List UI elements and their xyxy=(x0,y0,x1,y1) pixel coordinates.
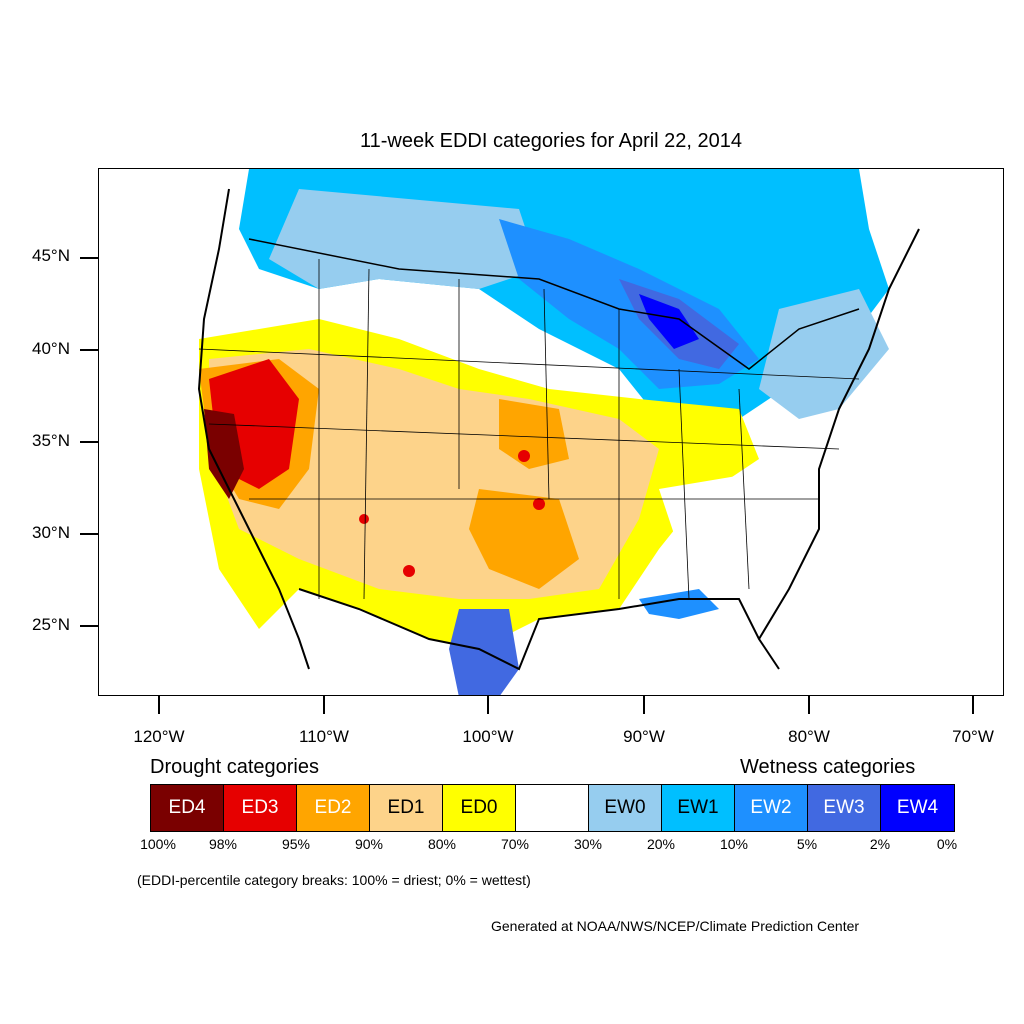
wet-region-lakes-core xyxy=(639,294,699,349)
legend-box-ew2: EW2 xyxy=(735,785,808,831)
percent-break-label: 80% xyxy=(427,836,457,852)
lat-tick xyxy=(80,625,98,627)
lat-label-45: 45°N xyxy=(32,246,70,265)
map-title: 11-week EDDI categories for April 22, 20… xyxy=(359,130,743,152)
legend-box-ed1: ED1 xyxy=(370,785,443,831)
percent-break-label: 30% xyxy=(573,836,603,852)
percent-break-label: 10% xyxy=(719,836,749,852)
lat-tick xyxy=(80,257,98,259)
dry-region-ed2-kansas xyxy=(499,399,569,469)
legend-box-ed4: ED4 xyxy=(151,785,224,831)
percent-break-label: 5% xyxy=(796,836,818,852)
legend-box-ew4: EW4 xyxy=(881,785,954,831)
lat-tick xyxy=(80,533,98,535)
drought-categories-heading: Drought categories xyxy=(150,756,319,778)
lon-tick xyxy=(158,696,160,714)
wet-region-northeast xyxy=(759,289,889,419)
percent-break-label: 100% xyxy=(140,836,176,852)
percent-break-label: 98% xyxy=(208,836,238,852)
lat-label-30: 30°N xyxy=(32,523,70,542)
lon-tick xyxy=(323,696,325,714)
percent-break-label: 2% xyxy=(869,836,891,852)
east-coast xyxy=(758,228,920,640)
legend-box-normal xyxy=(516,785,589,831)
lon-tick xyxy=(972,696,974,714)
lon-label-80: 80°W xyxy=(788,727,830,746)
dry-spot-ed3 xyxy=(403,565,415,577)
credit-line: Generated at NOAA/NWS/NCEP/Climate Predi… xyxy=(491,918,860,934)
dry-spot-ed3 xyxy=(518,450,530,462)
dry-spot-ed3 xyxy=(533,498,545,510)
lon-tick xyxy=(643,696,645,714)
legend-box-ew0: EW0 xyxy=(589,785,662,831)
lat-label-35: 35°N xyxy=(32,431,70,450)
percent-break-label: 95% xyxy=(281,836,311,852)
lon-label-70: 70°W xyxy=(952,727,994,746)
lat-tick xyxy=(80,441,98,443)
normal-region-southeast xyxy=(659,469,839,599)
lon-label-120: 120°W xyxy=(133,727,185,746)
wet-region-gulf xyxy=(639,589,719,619)
legend-box-ew1: EW1 xyxy=(662,785,735,831)
percent-break-label: 90% xyxy=(354,836,384,852)
percent-break-label: 20% xyxy=(646,836,676,852)
legend-box-ed2: ED2 xyxy=(297,785,370,831)
lat-label-25: 25°N xyxy=(32,615,70,634)
percent-break-label: 70% xyxy=(500,836,530,852)
lat-label-40: 40°N xyxy=(32,339,70,358)
west-coast xyxy=(197,188,310,670)
wet-region-north-light xyxy=(269,189,539,289)
lat-tick xyxy=(80,349,98,351)
wetness-categories-heading: Wetness categories xyxy=(740,756,916,778)
dry-spot-ed3 xyxy=(359,514,369,524)
dry-region-ed2-plains xyxy=(469,489,579,589)
breaks-note: (EDDI-percentile category breaks: 100% =… xyxy=(137,872,531,888)
state-borders xyxy=(198,259,860,600)
lon-tick xyxy=(808,696,810,714)
legend-box-ed0: ED0 xyxy=(443,785,516,831)
lon-label-100: 100°W xyxy=(462,727,514,746)
percent-break-label: 0% xyxy=(936,836,958,852)
gulf-coast xyxy=(298,588,780,671)
legend-box-ed3: ED3 xyxy=(224,785,297,831)
eddi-map xyxy=(98,168,1004,696)
lon-tick xyxy=(487,696,489,714)
category-legend: ED4 ED3 ED2 ED1 ED0 EW0 EW1 EW2 EW3 EW4 xyxy=(150,784,955,832)
dry-region-ed4 xyxy=(204,409,244,499)
us-eddi-map-drawing xyxy=(197,169,920,695)
lon-label-110: 110°W xyxy=(299,727,349,746)
us-canada-border xyxy=(248,238,860,370)
legend-box-ew3: EW3 xyxy=(808,785,881,831)
lon-label-90: 90°W xyxy=(623,727,665,746)
